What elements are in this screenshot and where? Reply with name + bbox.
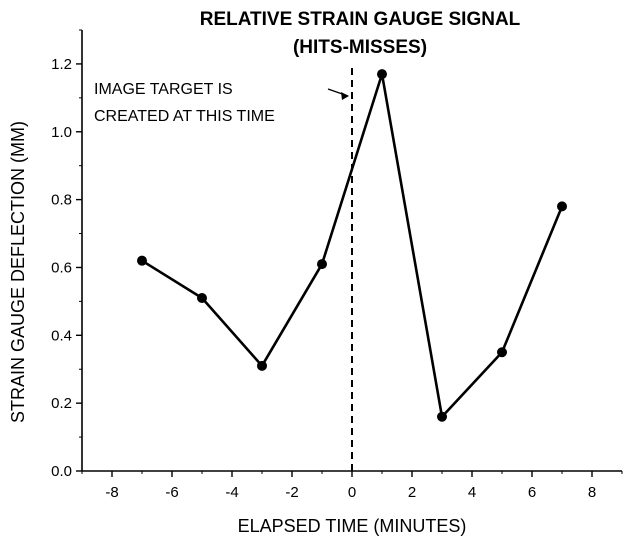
y-axis-title: STRAIN GAUGE DEFLECTION (MM) (8, 121, 28, 423)
x-axis-title: ELAPSED TIME (MINUTES) (238, 516, 467, 536)
chart-title: RELATIVE STRAIN GAUGE SIGNAL (200, 9, 521, 30)
annotation-line-1: IMAGE TARGET IS (94, 81, 233, 98)
y-tick-label: 0.0 (51, 463, 72, 480)
annotation-arrowhead (341, 92, 349, 100)
y-tick-label: 0.6 (51, 259, 72, 276)
y-tick-label: 0.4 (51, 327, 72, 344)
data-point (317, 259, 327, 270)
y-tick-label: 1.0 (51, 124, 72, 141)
series-line (141, 72, 564, 419)
data-point (437, 411, 447, 422)
x-tick-label: -6 (165, 484, 178, 501)
annotation-line-2: CREATED AT THIS TIME (94, 108, 275, 125)
data-point (137, 255, 147, 266)
y-tick-label: 0.2 (51, 395, 72, 412)
plot-area: 0.0 0.2 0.4 0.6 0.8 1.0 1.2 -8 -6 -4 -2 0 2 4 6 8 (51, 29, 623, 501)
y-tick-label: 1.2 (51, 56, 72, 73)
x-tick-label: -4 (225, 484, 238, 501)
chart-subtitle: (HITS-MISSES) (293, 37, 427, 58)
y-tick-label: 0.8 (51, 192, 72, 209)
x-tick-label: 2 (408, 484, 416, 501)
x-tick-label: 0 (348, 484, 356, 501)
x-tick-label: 6 (528, 484, 536, 501)
data-point (557, 201, 567, 212)
x-tick-label: -8 (105, 484, 118, 501)
data-point (377, 69, 387, 80)
data-point (197, 292, 207, 303)
x-tick-label: 8 (588, 484, 596, 501)
x-tick-label: -2 (285, 484, 298, 501)
x-tick-label: 4 (468, 484, 476, 501)
data-point (497, 347, 507, 358)
data-point (257, 360, 267, 371)
